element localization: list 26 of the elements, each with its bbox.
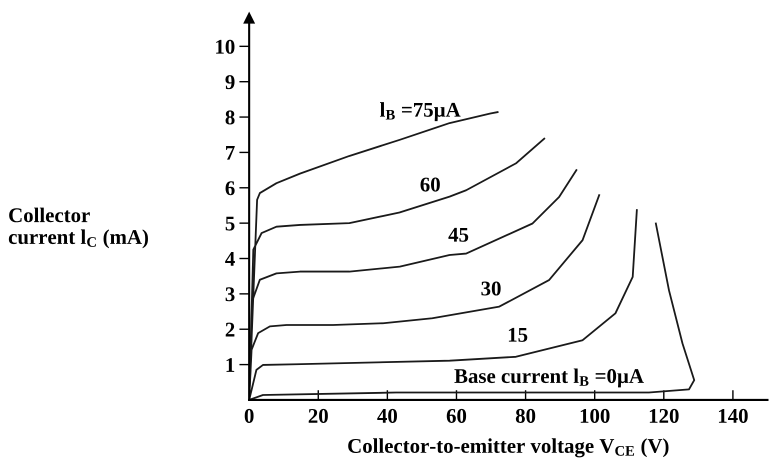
series-label: Base current l$_{B}$ =0µA — [454, 368, 644, 388]
x-tick-label: 100 — [580, 408, 610, 423]
x-tick-label: 60 — [446, 408, 466, 423]
series-label: 60 — [420, 178, 440, 192]
series-label: 15 — [508, 328, 528, 342]
y-tick-label: 5 — [226, 216, 235, 231]
y-tick-label: 10 — [216, 40, 234, 54]
x-axis-title: Collector-to-emitter voltage V$_{CE}$ (V) — [348, 438, 669, 458]
y-tick-label: 7 — [226, 146, 235, 160]
y-tick-label: 4 — [225, 252, 235, 266]
series-label: 45 — [448, 228, 468, 242]
y-tick-label: 1 — [226, 358, 234, 372]
x-tick-label: 80 — [516, 408, 536, 423]
x-tick-label: 120 — [650, 408, 679, 423]
y-tick-label: 9 — [225, 75, 235, 90]
y-tick-label: 8 — [226, 110, 235, 124]
x-tick-label: 40 — [377, 408, 397, 423]
series-label: l$_{B}$ =75µA — [380, 102, 461, 122]
x-tick-label: 0 — [244, 408, 254, 423]
x-tick-label: 140 — [718, 408, 748, 423]
series-label: 30 — [481, 281, 501, 296]
y-tick-label: 2 — [226, 322, 234, 336]
y-tick-label: 6 — [226, 181, 235, 196]
y-tick-label: 3 — [226, 287, 235, 302]
x-tick-label: 20 — [308, 408, 328, 423]
y-axis-title: Collector current l$_{C}$ (mA) — [8, 208, 148, 248]
